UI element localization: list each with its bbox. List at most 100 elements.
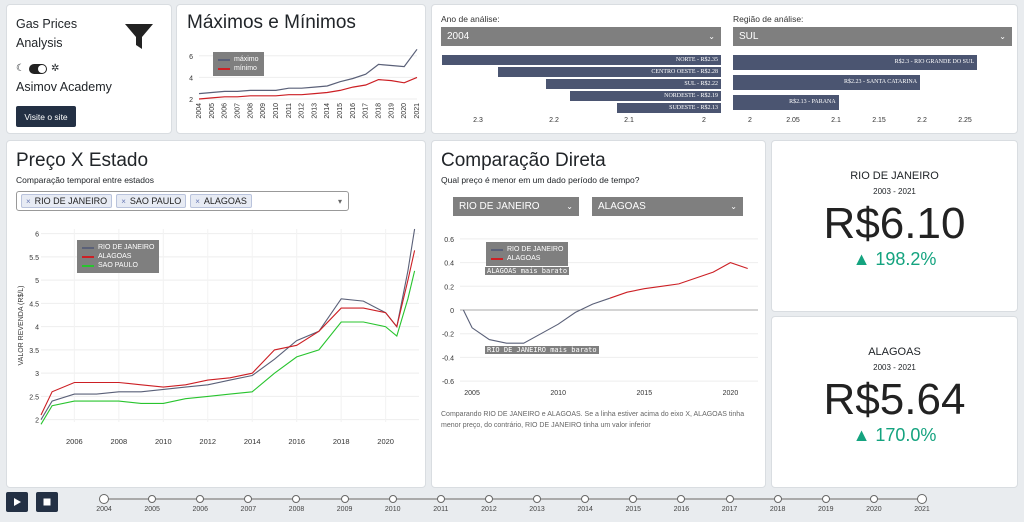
timeline-label: 2014	[577, 506, 593, 513]
timeline-dot-2016[interactable]	[677, 495, 686, 503]
close-icon[interactable]: ×	[121, 196, 126, 206]
timeline-dot-2013[interactable]	[533, 495, 542, 503]
timeline-label: 2006	[192, 506, 209, 513]
x-tick-label: 2010	[273, 103, 280, 119]
timeline-label: 2009	[336, 506, 353, 513]
timeline-dot-2012[interactable]	[484, 495, 493, 503]
chevron-down-icon: ⌄	[730, 202, 737, 211]
x-tick-label: 2018	[376, 103, 383, 119]
y-tick-label: 2	[35, 418, 39, 425]
x-tick-label: 2014	[244, 437, 261, 446]
region-value: SUL	[739, 31, 759, 42]
kpi1-range: 2003 - 2021	[873, 187, 916, 196]
timeline-dot-2015[interactable]	[629, 495, 638, 503]
series-line-0	[40, 228, 416, 420]
timeline-bar: 2004 2005 2006 2007 2008 2009 2010 2011 2012 2013…	[0, 490, 1024, 522]
timeline-label: 2020	[866, 506, 882, 513]
x-tick-label: 2013	[311, 103, 318, 119]
chevron-down-icon[interactable]: ▾	[337, 196, 342, 206]
state-multiselect[interactable]: × RIO DE JANEIRO × SAO PAULO × ALAGOAS ▾	[16, 191, 349, 211]
compare-title: Comparação Direta	[441, 150, 606, 171]
timeline-label: 2011	[433, 506, 449, 513]
filters-card: Ano de análise: 2004 ⌄ Região de análise…	[431, 4, 1018, 134]
filter-icon[interactable]	[123, 22, 155, 52]
timeline-label: 2008	[288, 506, 305, 513]
kpi2-state: ALAGOAS	[868, 346, 921, 358]
state-tick: 2.25	[958, 117, 972, 124]
timeline-dot-2021[interactable]	[917, 494, 927, 504]
state-bar: R$2.23 - SANTA CATARINA	[733, 75, 921, 90]
play-icon	[14, 498, 21, 506]
timeline-dot-2019[interactable]	[821, 495, 830, 503]
timeline-track[interactable]	[104, 498, 922, 500]
timeline-label: 2010	[384, 506, 401, 513]
y-tick-label: 4	[189, 75, 193, 82]
price-state-chart: 2 2.5 3 3.5 4 4.5 5 5.5 6 2006 2008 2010 2012 2014 201…	[18, 228, 419, 446]
price-state-subtitle: Comparação temporal entre estados	[16, 175, 154, 185]
x-tick-label: 2012	[199, 437, 216, 446]
y-tick-label: -0.4	[442, 355, 454, 362]
state-tick: 2.05	[786, 117, 800, 124]
state-tick: 2.2	[917, 117, 927, 124]
visit-site-button[interactable]: Visite o site	[16, 106, 76, 127]
sun-icon: ✲	[50, 63, 60, 74]
chip-sp[interactable]: × SAO PAULO	[116, 194, 187, 208]
timeline-dot-2018[interactable]	[773, 495, 782, 503]
series-line-alagoas	[609, 262, 748, 299]
timeline-label: 2015	[625, 506, 642, 513]
theme-toggle[interactable]: ☾ ✲	[16, 63, 59, 74]
x-tick-label: 2008	[247, 103, 254, 119]
timeline-dot-2020[interactable]	[869, 495, 878, 503]
stop-button[interactable]	[36, 492, 58, 512]
timeline-dot-2004[interactable]	[99, 494, 109, 504]
y-tick-label: -0.6	[442, 379, 454, 386]
chip-al[interactable]: × ALAGOAS	[190, 194, 252, 208]
region-dropdown[interactable]: SUL ⌄	[733, 27, 1012, 46]
close-icon[interactable]: ×	[195, 196, 200, 206]
region-bar: SUDESTE - R$2.13	[617, 103, 721, 113]
timeline-label: 2018	[769, 506, 786, 513]
timeline-label: 2007	[240, 506, 257, 513]
timeline-dot-2007[interactable]	[244, 495, 253, 503]
year-dropdown[interactable]: 2004 ⌄	[441, 27, 721, 46]
y-tick-label: 6	[189, 54, 193, 61]
minmax-card: Máximos e Mínimos 2 4 6 2004 2005 2006 2007 200…	[176, 4, 426, 134]
state-b-dropdown[interactable]: ALAGOAS ⌄	[592, 197, 743, 216]
year-value: 2004	[447, 31, 470, 42]
timeline-dot-2010[interactable]	[388, 495, 397, 503]
region-tick: 2	[702, 117, 706, 124]
x-tick-label: 2005	[464, 390, 480, 397]
state-a-dropdown[interactable]: RIO DE JANEIRO ⌄	[453, 197, 579, 216]
region-tick: 2.3	[473, 117, 483, 124]
kpi1-value: R$6.10	[823, 199, 966, 248]
play-button[interactable]	[6, 492, 28, 512]
x-tick-label: 2017	[363, 103, 370, 119]
legend-max: máximo	[234, 56, 259, 63]
stop-icon	[43, 498, 51, 506]
timeline-dot-2009[interactable]	[340, 495, 349, 503]
timeline-dot-2005[interactable]	[148, 495, 157, 503]
timeline-dot-2014[interactable]	[581, 495, 590, 503]
timeline-dot-2017[interactable]	[725, 495, 734, 503]
timeline-dot-2008[interactable]	[292, 495, 301, 503]
timeline-dot-2011[interactable]	[436, 495, 445, 503]
kpi1-change: ▲ 198.2%	[852, 249, 937, 269]
chip-rio[interactable]: × RIO DE JANEIRO	[21, 194, 113, 208]
app-title-line1: Gas Prices	[16, 17, 78, 31]
timeline-dot-2006[interactable]	[196, 495, 205, 503]
y-axis-label: VALOR REVENDA (R$/L)	[18, 285, 25, 365]
kpi1-state: RIO DE JANEIRO	[850, 170, 939, 182]
timeline-label: 2019	[817, 506, 834, 513]
y-tick-label: 0.6	[444, 237, 454, 244]
x-tick-label: 2008	[110, 437, 127, 446]
x-tick-label: 2021	[414, 103, 421, 119]
annotation-bottom: RIO DE JANEIRO mais barato	[485, 346, 599, 354]
y-tick-label: 5.5	[29, 255, 39, 262]
kpi2-value: R$5.64	[823, 375, 966, 424]
y-tick-label: 4.5	[29, 301, 39, 308]
close-icon[interactable]: ×	[26, 196, 31, 206]
theme-switch[interactable]	[28, 63, 47, 74]
state-tick: 2.15	[872, 117, 886, 124]
x-tick-label: 2015	[637, 390, 653, 397]
compare-subtitle: Qual preço é menor em um dado período de…	[441, 175, 640, 185]
